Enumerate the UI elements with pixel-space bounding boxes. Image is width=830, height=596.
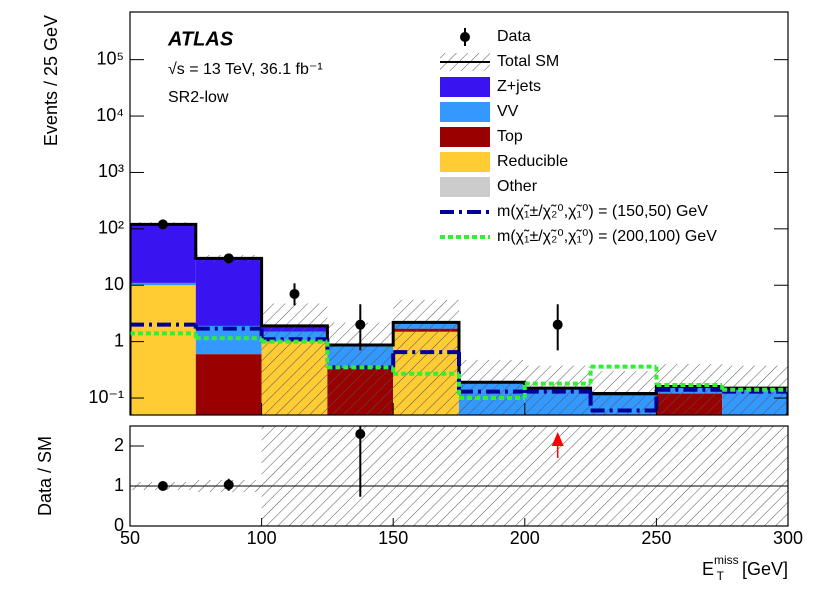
x-tick-label: 150 <box>378 528 408 548</box>
x-tick-label: 250 <box>641 528 671 548</box>
legend-label: Reducible <box>497 153 568 170</box>
ratio-uncertainty-band <box>459 426 525 526</box>
x-title-unit: [GeV] <box>742 559 788 579</box>
stack-bar <box>195 354 262 415</box>
x-title-base: E <box>702 559 714 579</box>
y-tick-label: 1 <box>114 330 124 350</box>
ratio-point <box>157 481 168 491</box>
legend-label: Total SM <box>497 53 559 70</box>
x-tick-label: 100 <box>247 528 277 548</box>
ratio-arrow-head <box>551 432 564 446</box>
x-tick-label: 50 <box>120 528 140 548</box>
legend-swatch <box>440 127 490 147</box>
legend-label: VV <box>497 103 519 120</box>
y-tick-label: 10 <box>104 274 124 294</box>
stack-bar <box>130 224 196 283</box>
y-tick-label: 0 <box>114 515 124 535</box>
uncertainty-band <box>261 303 328 415</box>
y-axis-title: Events / 25 GeV <box>41 15 61 146</box>
uncertainty-band <box>393 299 459 415</box>
x-tick-label: 200 <box>510 528 540 548</box>
x-title-sup: miss <box>714 553 739 567</box>
uncertainty-band <box>459 359 525 415</box>
legend-swatch <box>440 77 490 97</box>
x-axis-title: Emiss T [GeV] <box>702 553 788 583</box>
stack-bar <box>130 285 196 415</box>
main-frame <box>129 11 789 416</box>
legend-swatch <box>460 32 470 42</box>
legend-swatch <box>440 102 490 122</box>
y-tick-label: 10⁵ <box>97 48 124 68</box>
legend-label: Other <box>497 178 538 195</box>
energy-label: √s = 13 TeV, 36.1 fb⁻¹ <box>168 61 323 78</box>
x-tick-label: 300 <box>773 528 803 548</box>
y-tick-label: 2 <box>114 435 124 455</box>
ratio-frame <box>129 425 789 527</box>
ratio-uncertainty-band <box>722 426 788 526</box>
legend-label: m(χ̃₁±/χ̃₂⁰,χ̃₁⁰) = (150,50) GeV <box>497 203 708 220</box>
legend-label: Z+jets <box>497 78 541 95</box>
legend-swatch <box>440 152 490 172</box>
stack-bar <box>130 282 196 286</box>
legend-label: Data <box>497 28 531 45</box>
x-title-sub: T <box>717 569 725 583</box>
stack-bar <box>195 258 262 326</box>
main-plot <box>130 219 788 415</box>
ratio-plot <box>130 426 788 526</box>
ratio-uncertainty-band <box>590 426 657 526</box>
ratio-uncertainty-band <box>656 426 723 526</box>
data-point <box>223 253 234 264</box>
y-tick-label: 1 <box>114 475 124 495</box>
ratio-axis-title: Data / SM <box>35 436 55 516</box>
experiment-label: ATLAS <box>167 28 234 50</box>
ratio-uncertainty-band <box>393 426 459 526</box>
region-label: SR2-low <box>168 89 229 106</box>
ratio-uncertainty-band <box>261 426 328 526</box>
legend-label: m(χ̃₁±/χ̃₂⁰,χ̃₁⁰) = (200,100) GeV <box>497 228 717 245</box>
data-point <box>157 219 168 230</box>
legend-label: Top <box>497 128 523 145</box>
data-point <box>355 319 366 330</box>
y-tick-label: 10⁻¹ <box>88 387 124 407</box>
ratio-point <box>355 429 366 439</box>
y-tick-label: 10² <box>98 218 124 238</box>
data-point <box>289 288 300 299</box>
legend-swatch <box>440 177 490 197</box>
y-tick-label: 10⁴ <box>96 105 124 125</box>
y-tick-label: 10³ <box>98 161 124 181</box>
data-point <box>552 319 563 330</box>
ratio-point <box>223 479 234 490</box>
